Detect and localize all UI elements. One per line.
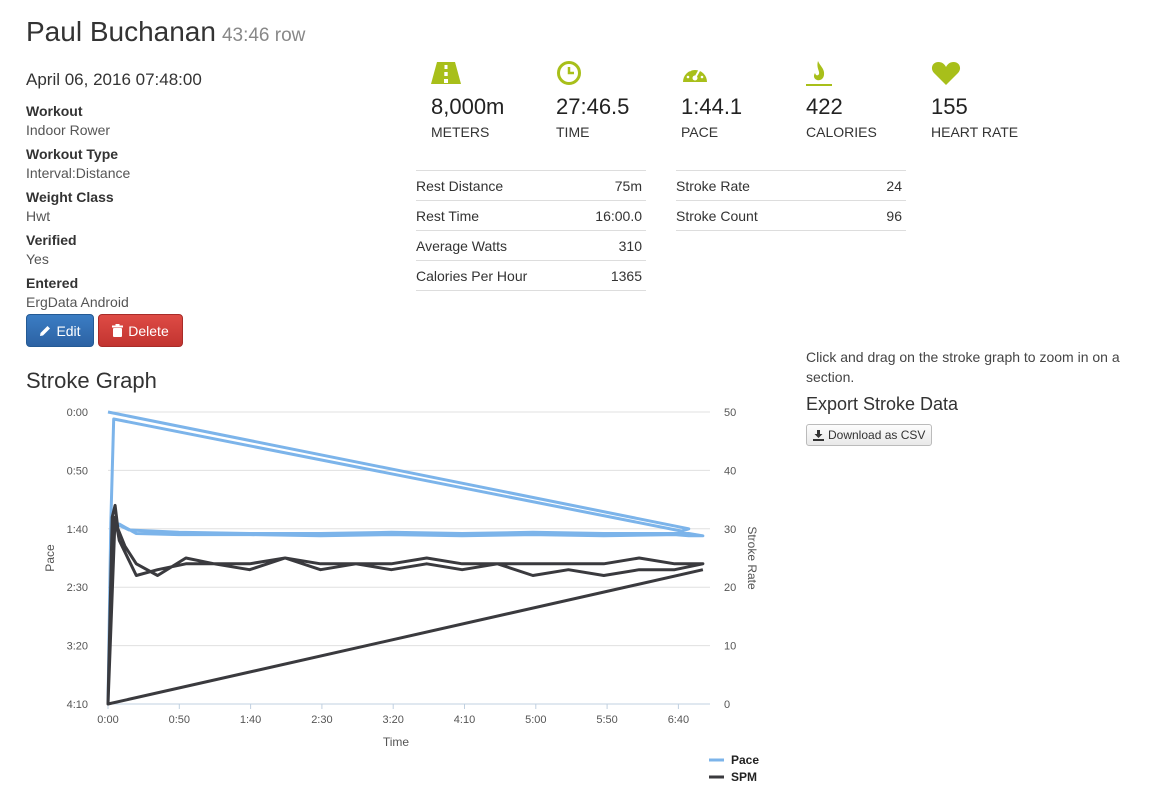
row-value: 75m bbox=[614, 178, 642, 194]
y-tick-label: 3:20 bbox=[67, 641, 88, 653]
table-row: Rest Time 16:00.0 bbox=[416, 201, 646, 231]
row-value: 16:00.0 bbox=[595, 208, 642, 224]
x-axis-title: Time bbox=[383, 735, 410, 749]
y-tick-label: 0:50 bbox=[67, 465, 88, 477]
download-csv-label: Download as CSV bbox=[828, 428, 926, 442]
y-tick-label: 4:10 bbox=[67, 699, 88, 711]
x-tick-label: 4:10 bbox=[454, 714, 475, 726]
series-line-pace bbox=[106, 410, 705, 705]
detail-table-right: Stroke Rate 24 Stroke Count 96 bbox=[676, 170, 906, 231]
workout-summary: 43:46 row bbox=[221, 25, 306, 46]
clock-icon bbox=[557, 61, 581, 85]
stat-value: 8,000m bbox=[431, 94, 505, 119]
x-tick-label: 6:40 bbox=[668, 714, 689, 726]
row-value: 1365 bbox=[610, 268, 642, 284]
stat-value: 27:46.5 bbox=[556, 94, 630, 119]
y-tick-label: 0:00 bbox=[67, 407, 88, 419]
row-key: Stroke Rate bbox=[676, 178, 750, 194]
export-title: Export Stroke Data bbox=[806, 394, 959, 414]
pencil-icon bbox=[40, 325, 51, 336]
download-icon bbox=[813, 429, 824, 441]
table-row: Average Watts 310 bbox=[416, 231, 646, 261]
y2-tick-label: 20 bbox=[724, 582, 736, 594]
delete-button[interactable]: Delete bbox=[98, 314, 183, 347]
legend-label: Pace bbox=[731, 753, 759, 767]
y2-tick-label: 0 bbox=[724, 699, 730, 711]
delete-button-label: Delete bbox=[128, 322, 169, 339]
table-row: Stroke Rate 24 bbox=[676, 171, 906, 201]
x-tick-label: 1:40 bbox=[240, 714, 261, 726]
table-row: Rest Distance 75m bbox=[416, 171, 646, 201]
legend-label: SPM bbox=[731, 770, 757, 784]
x-tick-label: 0:50 bbox=[169, 714, 190, 726]
stat-value: 422 bbox=[806, 94, 843, 119]
stat-label: Calories bbox=[806, 124, 877, 140]
stat-meters: 8,000m Meters bbox=[431, 60, 551, 140]
stat-label: Heart Rate bbox=[931, 124, 1019, 140]
y-axis-title: Pace bbox=[43, 544, 57, 572]
athlete-title: Paul Buchanan 43:46 row bbox=[26, 16, 305, 48]
stat-label: Meters bbox=[431, 124, 490, 140]
stat-value: 1:44.1 bbox=[681, 94, 743, 119]
stat-label: Pace bbox=[681, 124, 719, 140]
detail-key-workout-type: Workout Type bbox=[26, 146, 119, 162]
detail-value-weight-class: Hwt bbox=[26, 208, 51, 224]
detail-value-verified: Yes bbox=[26, 251, 49, 267]
y2-tick-label: 10 bbox=[724, 641, 736, 653]
table-row: Stroke Count 96 bbox=[676, 201, 906, 231]
row-value: 310 bbox=[618, 238, 642, 254]
y-tick-label: 1:40 bbox=[67, 524, 88, 536]
heart-icon bbox=[931, 62, 961, 85]
edit-button-label: Edit bbox=[56, 322, 81, 339]
stat-time: 27:46.5 Time bbox=[556, 60, 676, 140]
detail-value-entered: ErgData Android bbox=[26, 294, 129, 310]
flame-icon bbox=[806, 61, 832, 86]
stroke-graph[interactable]: 0:00 0:50 1:40 2:30 3:20 4:10 50 40 30 20 10 0 0:00 0… bbox=[26, 398, 786, 793]
stat-calories: 422 Calories bbox=[806, 60, 926, 140]
table-row: Calories Per Hour 1365 bbox=[416, 261, 646, 291]
road-icon bbox=[431, 62, 461, 84]
stroke-graph-title: Stroke Graph bbox=[26, 368, 157, 393]
detail-value-workout-type: Interval:Distance bbox=[26, 165, 131, 181]
x-tick-label: 5:00 bbox=[525, 714, 546, 726]
detail-key-weight-class: Weight Class bbox=[26, 189, 114, 205]
speedometer-icon bbox=[683, 66, 707, 82]
x-tick-label: 0:00 bbox=[97, 714, 118, 726]
y2-axis-title: Stroke Rate bbox=[745, 526, 759, 590]
zoom-help-text: Click and drag on the stroke graph to zo… bbox=[806, 349, 1120, 385]
workout-details: Workout Indoor Rower Workout Type Interv… bbox=[26, 100, 306, 315]
detail-key-entered: Entered bbox=[26, 275, 79, 291]
x-tick-label: 2:30 bbox=[311, 714, 332, 726]
row-value: 96 bbox=[886, 208, 902, 224]
x-tick-label: 5:50 bbox=[596, 714, 617, 726]
trash-icon bbox=[112, 324, 124, 337]
edit-button[interactable]: Edit bbox=[26, 314, 94, 347]
stat-value: 155 bbox=[931, 94, 968, 119]
stat-heart-rate: 155 Heart Rate bbox=[931, 60, 1051, 140]
y-tick-label: 2:30 bbox=[67, 582, 88, 594]
download-csv-button[interactable]: Download as CSV bbox=[806, 424, 933, 446]
athlete-name: Paul Buchanan bbox=[26, 16, 216, 47]
stat-label: Time bbox=[556, 124, 590, 140]
y2-tick-label: 40 bbox=[724, 465, 736, 477]
detail-table-left: Rest Distance 75m Rest Time 16:00.0 Averag… bbox=[416, 170, 646, 291]
y2-tick-label: 50 bbox=[724, 407, 736, 419]
detail-key-verified: Verified bbox=[26, 232, 77, 248]
stat-pace: 1:44.1 Pace bbox=[681, 60, 801, 140]
row-key: Rest Distance bbox=[416, 178, 504, 194]
row-key: Average Watts bbox=[416, 238, 508, 254]
row-key: Rest Time bbox=[416, 208, 480, 224]
row-key: Calories Per Hour bbox=[416, 268, 528, 284]
detail-value-workout: Indoor Rower bbox=[26, 122, 111, 138]
workout-date: April 06, 2016 07:48:00 bbox=[26, 70, 202, 89]
detail-key-workout: Workout bbox=[26, 103, 83, 119]
row-key: Stroke Count bbox=[676, 208, 758, 224]
series-line-spm bbox=[106, 503, 705, 706]
y2-tick-label: 30 bbox=[724, 524, 736, 536]
x-tick-label: 3:20 bbox=[382, 714, 403, 726]
row-value: 24 bbox=[886, 178, 902, 194]
